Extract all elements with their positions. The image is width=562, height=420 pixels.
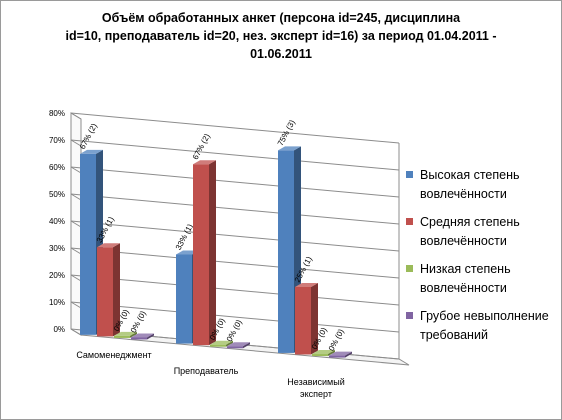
- chart-title-line-2: id=10, преподаватель id=20, нез. эксперт…: [65, 29, 497, 43]
- chart-title-line-1: Объём обработанных анкет (персона id=245…: [101, 11, 461, 25]
- legend-label-high: Высокая степень вовлечённости: [420, 168, 520, 201]
- y-tick-label: 20%: [49, 271, 65, 280]
- legend-label-medium: Средняя степень вовлечённости: [420, 215, 520, 248]
- bar-0-2: [114, 331, 137, 338]
- gridline: [70, 112, 400, 144]
- bar-1-3: [227, 342, 250, 349]
- legend-entry-low: Низкая степень вовлечённости: [406, 260, 556, 298]
- gridline: [70, 139, 400, 171]
- y-tick-label: 50%: [49, 190, 65, 199]
- bar-0-1: [97, 243, 120, 337]
- data-label: 33% (1): [174, 222, 195, 251]
- chart-title-line-3: 01.06.2011: [250, 47, 312, 61]
- data-label: 67% (2): [191, 132, 212, 161]
- bar-2-1: [295, 282, 318, 355]
- gridline: [70, 274, 400, 306]
- data-label: 0% (0): [129, 309, 148, 334]
- legend-swatch-high: [406, 171, 413, 178]
- y-tick-label: 60%: [49, 163, 65, 172]
- category-label: Независимый эксперт: [287, 377, 344, 399]
- y-tick-label: 70%: [49, 136, 65, 145]
- gridline-side: [70, 166, 82, 174]
- legend-label-low: Низкая степень вовлечённости: [420, 262, 511, 295]
- bar-2-2: [312, 350, 335, 357]
- gridline-side: [70, 301, 82, 309]
- gridline-side: [70, 193, 82, 201]
- gridline-side: [70, 247, 82, 255]
- legend-swatch-low: [406, 265, 413, 272]
- gridline: [70, 301, 400, 333]
- y-tick-label: 10%: [49, 298, 65, 307]
- gridline: [70, 166, 400, 198]
- legend-entry-medium: Средняя степень вовлечённости: [406, 213, 556, 251]
- gridline: [70, 247, 400, 279]
- gridline: [70, 193, 400, 225]
- bar-2-3: [329, 351, 352, 358]
- data-label: 75% (3): [276, 118, 297, 147]
- data-label: 0% (0): [327, 327, 346, 352]
- y-tick-label: 30%: [49, 244, 65, 253]
- bar-0-3: [131, 333, 154, 340]
- data-label: 0% (0): [225, 318, 244, 343]
- chart-title: Объём обработанных анкет (персона id=245…: [21, 9, 541, 63]
- legend-label-gross: Грубое невыполнение требований: [420, 309, 549, 342]
- gridline-side: [70, 112, 82, 120]
- gridline-side: [70, 274, 82, 282]
- y-tick-label: 0%: [53, 325, 65, 334]
- legend-swatch-gross: [406, 312, 413, 319]
- y-tick-label: 80%: [49, 109, 65, 118]
- gridline-side: [70, 328, 82, 336]
- gridline-side: [70, 139, 82, 147]
- gridline-side: [70, 220, 82, 228]
- category-label: Самоменеджмент: [76, 350, 151, 360]
- category-label: Преподаватель: [174, 366, 239, 376]
- legend-swatch-medium: [406, 218, 413, 225]
- legend-entry-high: Высокая степень вовлечённости: [406, 166, 556, 204]
- chart-legend: Высокая степень вовлечённости Средняя ст…: [406, 166, 556, 354]
- bar-1-1: [193, 160, 216, 346]
- gridline: [70, 220, 400, 252]
- legend-entry-gross: Грубое невыполнение требований: [406, 307, 556, 345]
- bar-1-2: [210, 340, 233, 347]
- y-tick-label: 40%: [49, 217, 65, 226]
